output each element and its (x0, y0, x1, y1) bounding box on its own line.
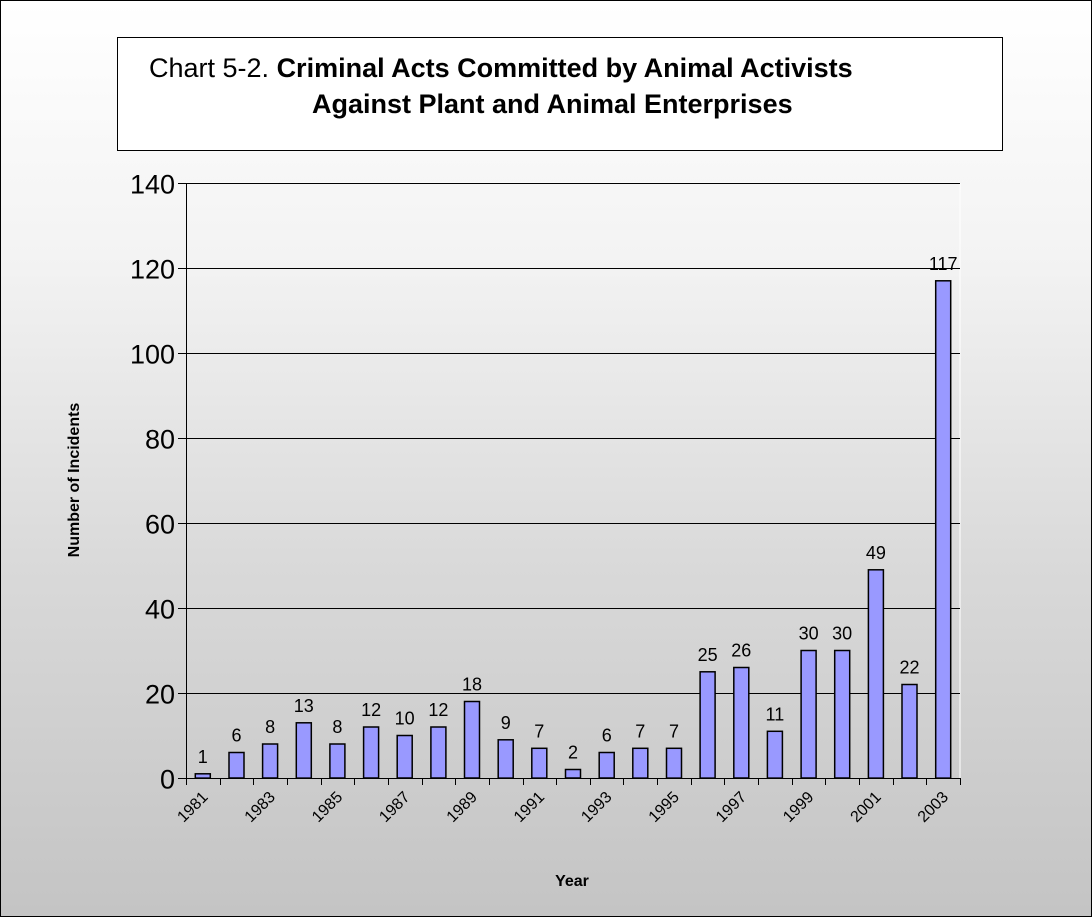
bar (867, 569, 885, 779)
x-tick-label: 2003 (915, 789, 952, 826)
bar (362, 726, 380, 779)
y-tick-label: 80 (145, 425, 175, 455)
bar (766, 730, 784, 779)
bar (228, 751, 245, 779)
x-tick-label: 1995 (646, 789, 683, 826)
y-axis: 0 20 40 60 80 100 120 140 (130, 170, 187, 795)
bar (463, 700, 481, 779)
data-label: 25 (698, 645, 718, 665)
data-label: 1 (198, 747, 208, 767)
bar (396, 734, 413, 779)
y-tick-label: 20 (145, 680, 175, 710)
bar (901, 683, 918, 779)
x-tick-label: 1993 (578, 789, 615, 826)
data-label: 7 (669, 721, 679, 741)
y-axis-title: Number of Incidents (66, 403, 83, 558)
data-label: 22 (899, 658, 919, 678)
data-label: 117 (929, 254, 958, 274)
y-tick-label: 40 (145, 595, 175, 625)
data-label: 6 (231, 726, 241, 746)
x-axis-title: Year (555, 873, 589, 890)
x-tick-label: 1983 (242, 789, 279, 826)
data-label: 2 (568, 743, 578, 763)
bar (800, 649, 817, 779)
x-tick-label: 1999 (780, 789, 817, 826)
bar (194, 773, 212, 779)
bar (430, 726, 447, 779)
x-tick-label: 1987 (376, 789, 413, 826)
x-axis: 1981 1983 1985 1987 1989 1991 1993 1995 1997 1999… (174, 778, 961, 826)
data-label: 13 (294, 696, 314, 716)
data-label: 7 (534, 721, 544, 741)
data-label: 18 (462, 675, 482, 695)
chart-title-prefix: Chart 5-2. (149, 53, 277, 83)
data-label: 12 (428, 700, 448, 720)
chart-title-line2: Against Plant and Animal Enterprises (312, 89, 793, 119)
x-tick-label: 1991 (511, 789, 548, 826)
bar (564, 768, 582, 779)
data-label: 12 (361, 700, 381, 720)
gridlines (186, 182, 961, 778)
bar (598, 751, 615, 779)
data-label: 26 (731, 641, 751, 661)
y-tick-label: 0 (160, 765, 175, 795)
data-label: 8 (265, 717, 275, 737)
data-label: 11 (766, 704, 785, 724)
bar (833, 649, 851, 779)
x-tick-label: 1981 (174, 789, 211, 826)
bar (632, 747, 649, 779)
bar (261, 743, 279, 779)
bar (665, 747, 683, 779)
data-label: 7 (635, 721, 645, 741)
chart-title-main: Criminal Acts Committed by Animal Activi… (276, 53, 853, 83)
data-label: 9 (501, 713, 511, 733)
data-label: 49 (866, 543, 886, 563)
bar (733, 666, 750, 779)
x-tick-label: 1989 (444, 789, 481, 826)
data-label: 30 (799, 624, 819, 644)
y-tick-label: 140 (130, 170, 175, 200)
chart-title-line1: Chart 5-2. Criminal Acts Committed by An… (149, 53, 853, 84)
bar (497, 739, 514, 779)
data-label: 10 (395, 709, 415, 729)
data-label: 6 (602, 726, 612, 746)
bar (531, 747, 548, 779)
x-tick-label: 2001 (848, 789, 885, 826)
bar (295, 722, 313, 779)
y-tick-label: 100 (130, 340, 175, 370)
bar (699, 671, 716, 779)
bars (194, 280, 952, 779)
data-label: 30 (832, 624, 852, 644)
data-label: 8 (332, 717, 342, 737)
bar (934, 280, 952, 779)
chart-title-box: Chart 5-2. Criminal Acts Committed by An… (117, 37, 1003, 151)
x-tick-label: 1985 (309, 789, 346, 826)
y-tick-label: 60 (145, 510, 175, 540)
x-tick-label: 1997 (713, 789, 750, 826)
bar (329, 743, 346, 779)
y-tick-label: 120 (130, 255, 175, 285)
